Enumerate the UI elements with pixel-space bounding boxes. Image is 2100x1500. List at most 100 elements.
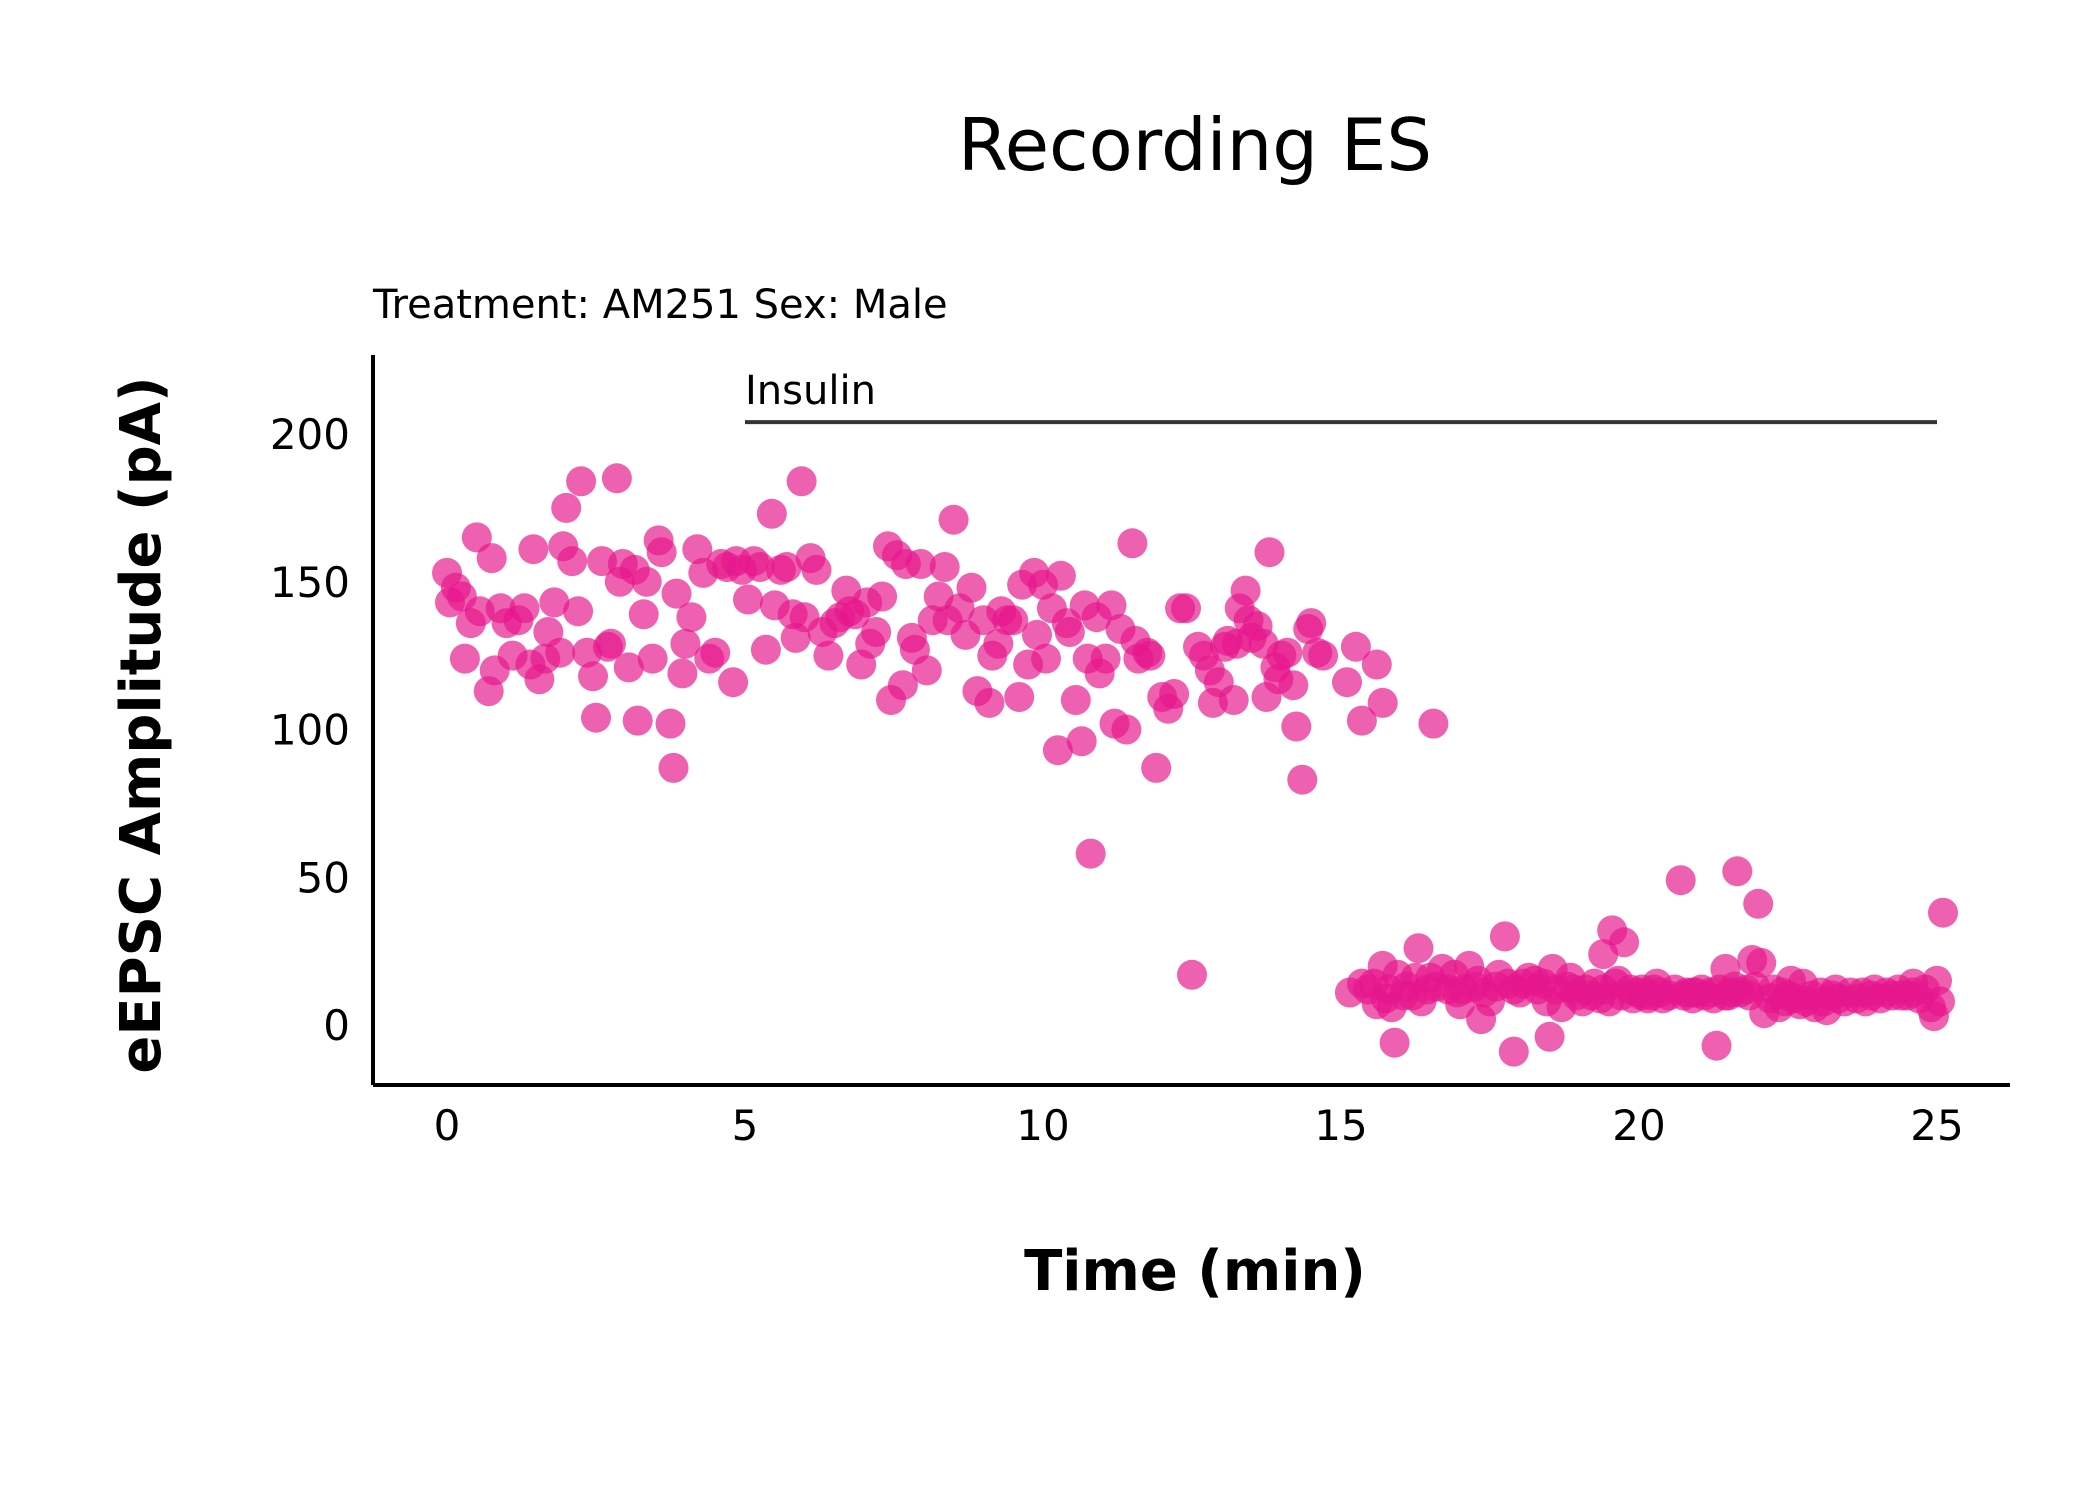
data-point xyxy=(1928,897,1958,928)
y-tick-label: 50 xyxy=(297,853,350,902)
data-point xyxy=(1045,560,1076,591)
data-point xyxy=(613,652,644,683)
data-point xyxy=(813,640,844,671)
data-point xyxy=(628,599,659,630)
data-point xyxy=(1004,682,1035,712)
data-point xyxy=(1278,670,1309,701)
data-point xyxy=(938,504,969,535)
data-point xyxy=(1403,933,1434,964)
data-point xyxy=(1627,974,1657,1005)
data-point xyxy=(655,708,686,739)
data-point xyxy=(1117,528,1148,559)
data-point xyxy=(1346,705,1377,736)
data-point xyxy=(682,534,713,565)
data-point xyxy=(1534,1021,1565,1052)
data-point xyxy=(1463,965,1494,996)
data-point xyxy=(1230,575,1261,606)
data-point xyxy=(1090,643,1121,674)
data-point xyxy=(601,463,632,494)
data-point xyxy=(929,552,960,582)
insulin-label: Insulin xyxy=(745,368,876,414)
data-point xyxy=(637,643,668,674)
data-point xyxy=(1588,939,1619,970)
data-point xyxy=(551,492,582,523)
data-point xyxy=(771,552,802,582)
data-point xyxy=(1272,637,1303,668)
data-point xyxy=(581,702,611,733)
data-point xyxy=(718,667,749,698)
data-point xyxy=(1135,640,1166,671)
data-point xyxy=(631,566,662,597)
x-tick-label: 10 xyxy=(1016,1101,1069,1150)
data-point xyxy=(756,498,787,529)
data-point xyxy=(1665,865,1696,896)
data-point xyxy=(461,522,492,553)
data-point xyxy=(676,602,707,633)
data-point xyxy=(1159,679,1190,709)
x-tick-label: 5 xyxy=(732,1101,759,1150)
data-point xyxy=(998,605,1029,636)
data-point xyxy=(1489,921,1520,952)
data-point xyxy=(1281,711,1312,742)
data-point xyxy=(1776,965,1806,996)
data-point xyxy=(1308,640,1339,671)
data-point xyxy=(1022,619,1052,650)
data-point xyxy=(1111,714,1142,745)
chart-title: Recording ES xyxy=(958,103,1432,187)
data-point xyxy=(887,670,918,701)
data-point xyxy=(667,658,698,689)
x-axis-label: Time (min) xyxy=(1024,1239,1366,1304)
data-point xyxy=(911,655,942,686)
x-tick-label: 25 xyxy=(1910,1101,1963,1150)
y-tick-label: 200 xyxy=(270,410,350,459)
y-tick-label: 150 xyxy=(270,558,350,607)
data-point xyxy=(646,537,677,568)
data-point xyxy=(801,554,832,585)
data-point xyxy=(1287,764,1318,795)
x-tick-label: 15 xyxy=(1314,1101,1367,1150)
data-point xyxy=(622,705,653,736)
y-ticks: 0 50 100 150 200 xyxy=(270,410,350,1050)
data-point xyxy=(1600,968,1631,999)
data-point xyxy=(476,543,507,574)
data-point xyxy=(1054,617,1085,647)
data-point xyxy=(658,752,689,783)
data-point xyxy=(518,534,549,565)
data-point xyxy=(1710,953,1741,984)
data-point xyxy=(1367,687,1398,718)
y-tick-label: 0 xyxy=(323,1001,350,1050)
data-point xyxy=(1701,1030,1732,1061)
data-point xyxy=(563,596,594,627)
data-point xyxy=(1042,735,1073,766)
data-point xyxy=(1332,667,1362,698)
data-point xyxy=(509,593,540,624)
data-point xyxy=(1722,856,1753,887)
data-point xyxy=(1498,1036,1529,1067)
data-point xyxy=(1075,838,1106,869)
chart-subtitle: Treatment: AM251 Sex: Male xyxy=(372,282,948,328)
data-point xyxy=(974,687,1005,718)
data-points xyxy=(432,463,1958,1067)
x-tick-label: 0 xyxy=(434,1101,461,1150)
data-point xyxy=(595,628,626,659)
data-point xyxy=(1096,590,1127,621)
data-point xyxy=(956,572,987,603)
x-ticks: 0 5 10 15 20 25 xyxy=(434,1101,1964,1150)
data-point xyxy=(539,587,570,618)
data-point xyxy=(1177,959,1207,990)
data-point xyxy=(1340,631,1371,662)
data-point xyxy=(1296,608,1327,639)
data-point xyxy=(750,634,781,665)
data-point xyxy=(1171,593,1201,624)
data-point xyxy=(670,628,701,659)
data-point xyxy=(733,584,763,615)
y-tick-label: 100 xyxy=(270,706,350,755)
data-point xyxy=(1746,947,1777,978)
data-point xyxy=(1379,1027,1410,1058)
data-point xyxy=(1677,977,1708,1008)
data-point xyxy=(1925,986,1955,1017)
data-point xyxy=(1898,968,1929,999)
data-point xyxy=(786,466,817,497)
data-point xyxy=(983,628,1014,659)
data-point xyxy=(1418,708,1449,739)
